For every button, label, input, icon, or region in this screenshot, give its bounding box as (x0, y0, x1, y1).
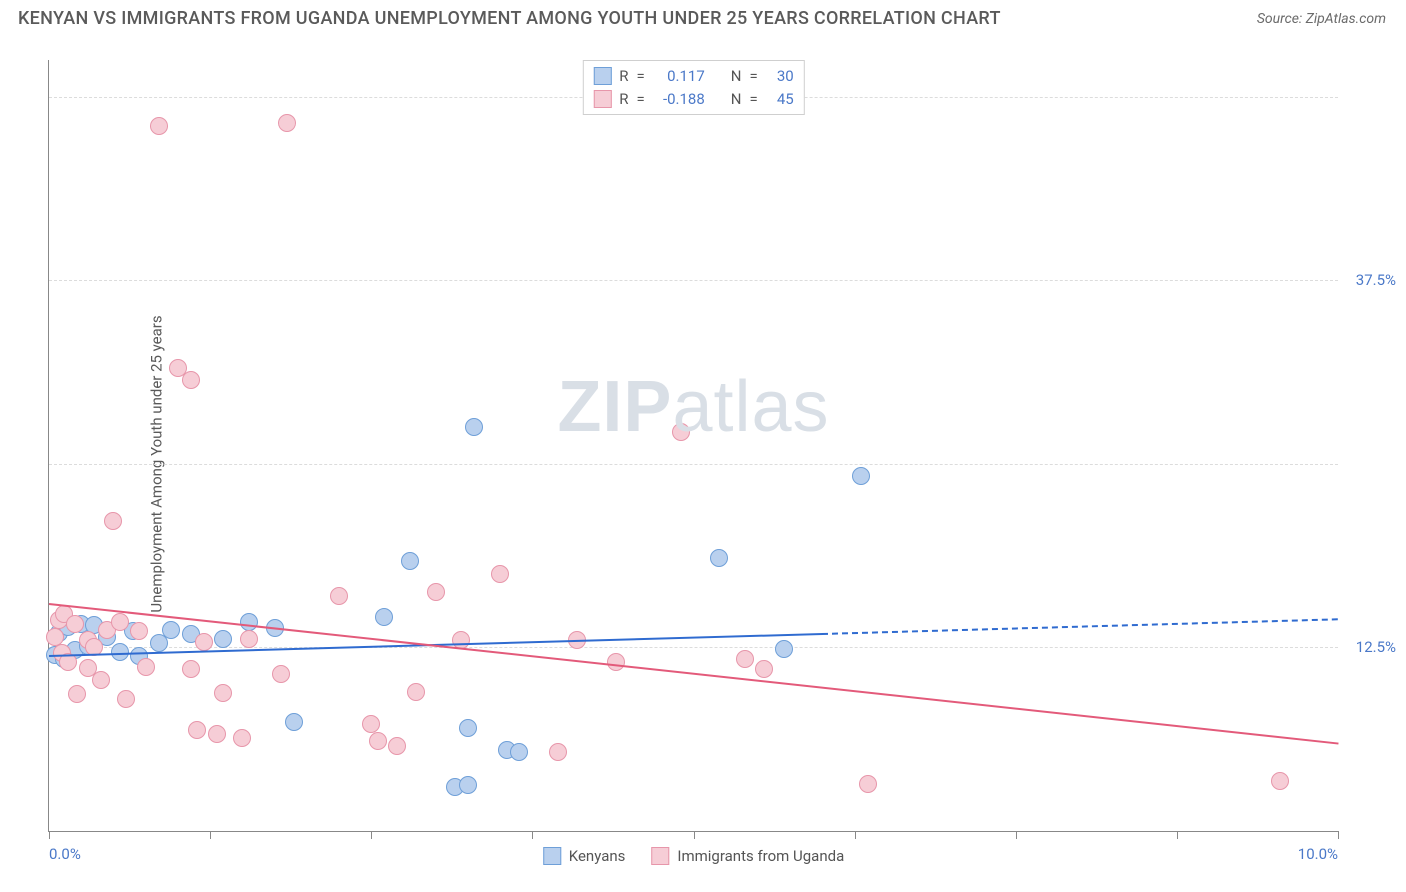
x-tick (694, 831, 695, 839)
data-point (510, 743, 528, 761)
data-point (130, 622, 148, 640)
data-point (459, 719, 477, 737)
data-point (852, 467, 870, 485)
x-tick (49, 831, 50, 839)
r-value: -0.188 (653, 88, 705, 111)
x-tick (1016, 831, 1017, 839)
data-point (182, 660, 200, 678)
chart-container: Unemployment Among Youth under 25 years … (0, 36, 1406, 892)
data-point (150, 117, 168, 135)
series-label: Immigrants from Uganda (677, 845, 844, 868)
series-label: Kenyans (569, 845, 626, 868)
eq: = (637, 88, 645, 111)
data-point (104, 512, 122, 530)
n-value: 45 (766, 88, 794, 111)
data-point (240, 630, 258, 648)
data-point (162, 621, 180, 639)
data-point (607, 653, 625, 671)
x-tick (371, 831, 372, 839)
data-point (672, 423, 690, 441)
data-point (401, 552, 419, 570)
data-point (278, 114, 296, 132)
legend-swatch (593, 67, 611, 85)
data-point (465, 418, 483, 436)
eq: = (637, 65, 645, 88)
n-value: 30 (766, 65, 794, 88)
correlation-legend: R = 0.117 N = 30 R = -0.188 N = 45 (582, 60, 804, 115)
data-point (710, 549, 728, 567)
eq: = (749, 65, 757, 88)
legend-swatch (593, 90, 611, 108)
watermark-bold: ZIP (557, 367, 672, 447)
watermark: ZIPatlas (557, 366, 829, 448)
gridline (49, 280, 1338, 281)
plot-area: ZIPatlas R=0.117N=30R=-0.188N=45 Kenyans… (48, 60, 1338, 832)
data-point (182, 371, 200, 389)
data-point (285, 713, 303, 731)
data-point (68, 685, 86, 703)
data-point (736, 650, 754, 668)
legend-swatch (651, 847, 669, 865)
data-point (79, 659, 97, 677)
data-point (859, 775, 877, 793)
correlation-legend-row: R = 0.117 N = 30 (593, 65, 793, 88)
x-tick-label: 0.0% (49, 845, 81, 863)
source-attribution: Source: ZipAtlas.com (1257, 11, 1386, 27)
eq: = (749, 88, 757, 111)
data-point (208, 725, 226, 743)
data-point (491, 565, 509, 583)
series-legend-item: Immigrants from Uganda (651, 845, 844, 868)
data-point (388, 737, 406, 755)
data-point (549, 743, 567, 761)
data-point (755, 660, 773, 678)
r-label: R (619, 65, 628, 88)
correlation-legend-row: R = -0.188 N = 45 (593, 88, 793, 111)
data-point (272, 665, 290, 683)
n-label: N (731, 88, 742, 111)
data-point (330, 587, 348, 605)
data-point (214, 630, 232, 648)
data-point (375, 608, 393, 626)
y-tick-label: 37.5% (1356, 271, 1396, 289)
data-point (459, 776, 477, 794)
x-tick (210, 831, 211, 839)
data-point (407, 683, 425, 701)
series-legend: Kenyans Immigrants from Uganda (543, 845, 845, 868)
gridline (49, 464, 1338, 465)
series-legend-item: Kenyans (543, 845, 626, 868)
data-point (214, 684, 232, 702)
data-point (1271, 772, 1289, 790)
data-point (195, 633, 213, 651)
data-point (362, 715, 380, 733)
legend-swatch (543, 847, 561, 865)
r-label: R (619, 88, 628, 111)
data-point (111, 613, 129, 631)
trend-line (822, 618, 1338, 635)
data-point (137, 658, 155, 676)
data-point (117, 690, 135, 708)
data-point (233, 729, 251, 747)
gridline (49, 647, 1338, 648)
chart-title: KENYAN VS IMMIGRANTS FROM UGANDA UNEMPLO… (18, 8, 1001, 29)
data-point (369, 732, 387, 750)
data-point (188, 721, 206, 739)
data-point (427, 583, 445, 601)
data-point (66, 615, 84, 633)
y-tick-label: 12.5% (1356, 638, 1396, 656)
x-tick-label: 10.0% (1298, 845, 1338, 863)
x-tick (855, 831, 856, 839)
title-bar: KENYAN VS IMMIGRANTS FROM UGANDA UNEMPLO… (0, 0, 1406, 37)
n-label: N (731, 65, 742, 88)
x-tick (1338, 831, 1339, 839)
data-point (775, 640, 793, 658)
watermark-light: atlas (672, 367, 829, 447)
r-value: 0.117 (653, 65, 705, 88)
x-tick (532, 831, 533, 839)
x-tick (1177, 831, 1178, 839)
